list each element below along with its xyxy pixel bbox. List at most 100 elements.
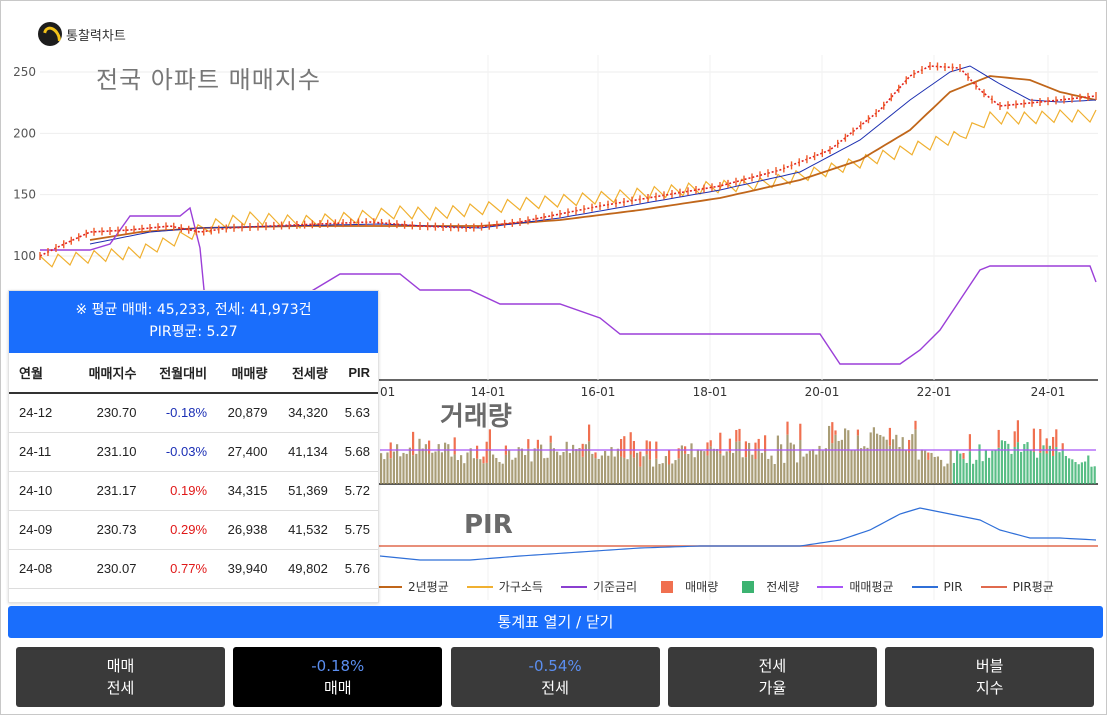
- sales-spike: [735, 429, 738, 442]
- sales-spike: [728, 438, 731, 453]
- cell-index: 231.17: [73, 471, 145, 511]
- volume-bar: [684, 453, 687, 484]
- cell-sales: 34,315: [215, 471, 276, 511]
- cell-ym: 24-09: [9, 510, 74, 550]
- legend-item[interactable]: 가구소득: [466, 578, 543, 595]
- legend-item[interactable]: PIR평균: [980, 578, 1054, 595]
- column-header[interactable]: 연월: [9, 353, 74, 394]
- volume-bar: [808, 450, 811, 484]
- legend-label: 전세량: [766, 580, 800, 594]
- volume-bar: [712, 448, 715, 484]
- y-tick-label: 250: [13, 65, 36, 79]
- mode-button[interactable]: 버블 지수: [885, 647, 1095, 707]
- volume-bar: [485, 462, 488, 484]
- volume-bar: [591, 453, 594, 484]
- volume-bar: [501, 463, 504, 484]
- volume-bar: [447, 444, 450, 484]
- volume-bar: [940, 459, 943, 484]
- sales-spike: [709, 440, 712, 447]
- legend-item[interactable]: 매매량: [655, 578, 718, 595]
- legend-label: 기준금리: [592, 580, 638, 594]
- logo[interactable]: 통찰력차트: [38, 22, 126, 46]
- volume-bar: [1064, 455, 1067, 484]
- volume-bar: [482, 463, 485, 484]
- legend-label: 매매량: [685, 580, 719, 594]
- sales-spike: [482, 456, 485, 464]
- column-header[interactable]: 전월대비: [144, 353, 216, 394]
- legend-swatch: [817, 585, 844, 588]
- legend-item[interactable]: PIR: [911, 578, 963, 595]
- volume-bar: [1087, 455, 1090, 484]
- table-row[interactable]: 24-10 231.17 0.19% 34,315 51,369 5.72: [9, 471, 378, 511]
- volume-bar: [552, 448, 555, 484]
- cell-index: 228.32: [73, 588, 145, 602]
- mode-button[interactable]: 매매 전세: [16, 647, 225, 707]
- volume-bar: [421, 448, 424, 484]
- chart-canvas[interactable]: 250 200 150 100 14-01 16-01 18-01 20-01 22-01 24…: [0, 0, 1107, 605]
- button-line2: 전세: [541, 679, 569, 697]
- volume-bar: [818, 445, 821, 484]
- legend-item[interactable]: 매매평균: [817, 578, 894, 595]
- volume-bar: [984, 450, 987, 484]
- sales-spike: [677, 448, 680, 459]
- cell-change: 0.29%: [144, 510, 216, 550]
- column-header[interactable]: PIR: [335, 353, 378, 394]
- volume-bar: [844, 428, 847, 484]
- volume-bar: [796, 462, 799, 484]
- table-row[interactable]: 24-11 231.10 -0.03% 27,400 41,134 5.68: [9, 432, 378, 472]
- legend-item[interactable]: 기준금리: [560, 578, 638, 595]
- volume-bar: [613, 456, 616, 484]
- summary-pir-average: PIR평균: 5.27: [149, 324, 238, 340]
- legend-label: PIR평균: [1012, 580, 1054, 594]
- sales-spike: [719, 432, 722, 454]
- mode-button[interactable]: 전세 가율: [667, 647, 877, 707]
- volume-bar: [863, 446, 866, 484]
- legend-swatch: [376, 585, 402, 588]
- table-row[interactable]: 24-07228.321.06%44,03352,0995.73: [9, 588, 378, 602]
- volume-bar: [981, 461, 984, 484]
- legend-item[interactable]: 전세량: [736, 578, 799, 595]
- volume-bar: [530, 461, 533, 484]
- pir-line: [379, 507, 1097, 561]
- volume-bar: [872, 427, 875, 484]
- volume-bar: [943, 466, 946, 484]
- volume-bar: [892, 439, 895, 484]
- volume-bar: [956, 449, 959, 484]
- volume-bar: [1061, 449, 1064, 484]
- volume-bar: [543, 458, 546, 484]
- legend-label: 매매평균: [849, 580, 894, 594]
- volume-bar: [744, 457, 747, 484]
- cell-index: 230.70: [73, 393, 145, 433]
- volume-bar: [847, 430, 850, 484]
- volume-bar: [623, 457, 626, 484]
- volume-bar: [1023, 444, 1026, 484]
- table-row[interactable]: 24-09 230.73 0.29% 26,938 41,532 5.75: [9, 510, 378, 550]
- volume-title: 거래량: [440, 402, 512, 432]
- button-line1: -0.18%: [311, 657, 365, 675]
- volume-bar: [658, 463, 661, 484]
- volume-bar: [386, 452, 389, 484]
- volume-bar: [472, 458, 475, 484]
- table-row[interactable]: 24-12 230.70 -0.18% 20,879 34,320 5.63: [9, 393, 378, 433]
- mode-button[interactable]: -0.54% 전세: [450, 647, 660, 707]
- sales-spike: [453, 437, 456, 455]
- legend-item[interactable]: 2년평균: [376, 578, 449, 595]
- volume-bar: [581, 456, 584, 484]
- button-line2: 가율: [758, 679, 787, 697]
- volume-bar: [450, 456, 453, 484]
- volume-bar: [735, 441, 738, 484]
- column-header[interactable]: 전세량: [275, 353, 336, 394]
- sales-spike: [428, 440, 431, 454]
- volume-bar: [866, 447, 869, 484]
- stats-toggle-button[interactable]: 통계표 열기 / 닫기: [8, 606, 1103, 638]
- mode-button[interactable]: -0.18% 매매: [233, 647, 443, 707]
- column-header[interactable]: 매매량: [215, 353, 276, 394]
- volume-bar: [466, 452, 469, 484]
- grid-lines: [40, 55, 1098, 600]
- series-lines: [39, 62, 1097, 365]
- cell-sales: 20,879: [215, 393, 276, 433]
- sales-spike: [1061, 443, 1064, 450]
- stats-summary: ※ 평균 매매: 45,233, 전세: 41,973건 PIR평균: 5.27: [9, 291, 378, 353]
- table-row[interactable]: 24-08 230.07 0.77% 39,940 49,802 5.76: [9, 549, 378, 589]
- column-header[interactable]: 매매지수: [73, 353, 145, 394]
